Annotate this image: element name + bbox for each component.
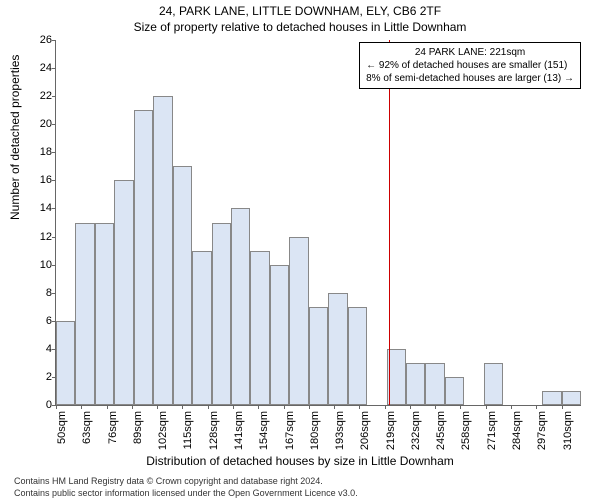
x-tick-label: 193sqm <box>334 411 346 450</box>
y-axis-label: Number of detached properties <box>8 55 22 220</box>
x-tick-mark <box>208 405 209 409</box>
histogram-bar <box>173 166 192 405</box>
x-tick-mark <box>284 405 285 409</box>
histogram-bar <box>153 96 172 405</box>
annotation-line-2: ← 92% of detached houses are smaller (15… <box>366 59 574 72</box>
annotation-line-1: 24 PARK LANE: 221sqm <box>366 46 574 59</box>
x-tick-label: 271sqm <box>486 411 498 450</box>
x-axis-label: Distribution of detached houses by size … <box>0 454 600 468</box>
y-tick-mark <box>52 124 56 125</box>
plot-area: 0246810121416182022242650sqm63sqm76sqm89… <box>55 40 581 406</box>
x-tick-mark <box>182 405 183 409</box>
x-tick-label: 310sqm <box>562 411 574 450</box>
reference-marker-line <box>389 40 390 405</box>
x-tick-label: 154sqm <box>258 411 270 450</box>
x-tick-label: 141sqm <box>233 411 245 450</box>
histogram-bar <box>134 110 153 405</box>
histogram-bar <box>114 180 133 405</box>
x-tick-mark <box>334 405 335 409</box>
histogram-bar <box>250 251 269 405</box>
histogram-bar <box>270 265 289 405</box>
x-tick-mark <box>157 405 158 409</box>
histogram-bar <box>309 307 328 405</box>
x-tick-mark <box>460 405 461 409</box>
x-tick-label: 232sqm <box>410 411 422 450</box>
histogram-bar <box>212 223 231 406</box>
y-tick-mark <box>52 96 56 97</box>
annotation-line-3: 8% of semi-detached houses are larger (1… <box>366 72 574 85</box>
chart-title-main: 24, PARK LANE, LITTLE DOWNHAM, ELY, CB6 … <box>0 4 600 18</box>
x-tick-label: 128sqm <box>208 411 220 450</box>
x-tick-label: 284sqm <box>511 411 523 450</box>
histogram-bar <box>406 363 425 405</box>
x-tick-label: 297sqm <box>536 411 548 450</box>
x-tick-label: 63sqm <box>81 411 93 444</box>
x-tick-mark <box>359 405 360 409</box>
footer-copyright-1: Contains HM Land Registry data © Crown c… <box>14 476 323 486</box>
histogram-bar <box>95 223 114 406</box>
chart-title-sub: Size of property relative to detached ho… <box>0 20 600 34</box>
x-tick-mark <box>410 405 411 409</box>
histogram-bar <box>348 307 367 405</box>
y-tick-mark <box>52 152 56 153</box>
x-tick-label: 206sqm <box>359 411 371 450</box>
x-tick-mark <box>233 405 234 409</box>
histogram-bar <box>445 377 464 405</box>
y-tick-mark <box>52 208 56 209</box>
y-tick-mark <box>52 180 56 181</box>
histogram-bar <box>56 321 75 405</box>
histogram-bar <box>562 391 581 405</box>
histogram-bar <box>542 391 561 405</box>
x-tick-label: 89sqm <box>132 411 144 444</box>
x-tick-label: 245sqm <box>435 411 447 450</box>
histogram-bar <box>425 363 444 405</box>
footer-copyright-2: Contains public sector information licen… <box>14 488 358 498</box>
x-tick-mark <box>486 405 487 409</box>
chart-container: 24, PARK LANE, LITTLE DOWNHAM, ELY, CB6 … <box>0 0 600 500</box>
x-tick-label: 258sqm <box>460 411 472 450</box>
y-tick-mark <box>52 40 56 41</box>
histogram-bar <box>192 251 211 405</box>
x-tick-mark <box>258 405 259 409</box>
histogram-bar <box>289 237 308 405</box>
x-tick-label: 219sqm <box>385 411 397 450</box>
x-tick-mark <box>309 405 310 409</box>
y-tick-mark <box>52 68 56 69</box>
annotation-box: 24 PARK LANE: 221sqm← 92% of detached ho… <box>359 42 581 89</box>
x-tick-label: 167sqm <box>284 411 296 450</box>
histogram-bar <box>75 223 94 406</box>
x-tick-mark <box>562 405 563 409</box>
y-tick-mark <box>52 293 56 294</box>
x-tick-mark <box>435 405 436 409</box>
x-tick-mark <box>536 405 537 409</box>
x-tick-mark <box>81 405 82 409</box>
histogram-bar <box>231 208 250 405</box>
x-tick-mark <box>132 405 133 409</box>
x-tick-mark <box>385 405 386 409</box>
x-tick-mark <box>511 405 512 409</box>
histogram-bar <box>328 293 347 405</box>
y-tick-mark <box>52 237 56 238</box>
x-tick-label: 50sqm <box>56 411 68 444</box>
y-tick-mark <box>52 265 56 266</box>
x-tick-label: 180sqm <box>309 411 321 450</box>
x-tick-label: 115sqm <box>182 411 194 449</box>
x-tick-mark <box>56 405 57 409</box>
x-tick-mark <box>107 405 108 409</box>
x-tick-label: 76sqm <box>107 411 119 444</box>
histogram-bar <box>484 363 503 405</box>
x-tick-label: 102sqm <box>157 411 169 450</box>
